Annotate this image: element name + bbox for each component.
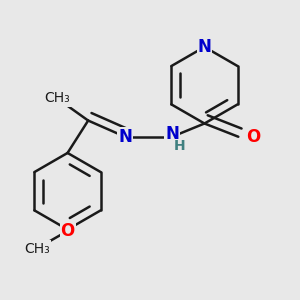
Text: N: N bbox=[165, 125, 179, 143]
Text: N: N bbox=[118, 128, 132, 146]
Text: CH₃: CH₃ bbox=[44, 92, 70, 106]
Text: O: O bbox=[246, 128, 260, 146]
Text: H: H bbox=[174, 139, 185, 153]
Text: CH₃: CH₃ bbox=[24, 242, 50, 256]
Text: O: O bbox=[60, 222, 75, 240]
Text: N: N bbox=[197, 38, 212, 56]
